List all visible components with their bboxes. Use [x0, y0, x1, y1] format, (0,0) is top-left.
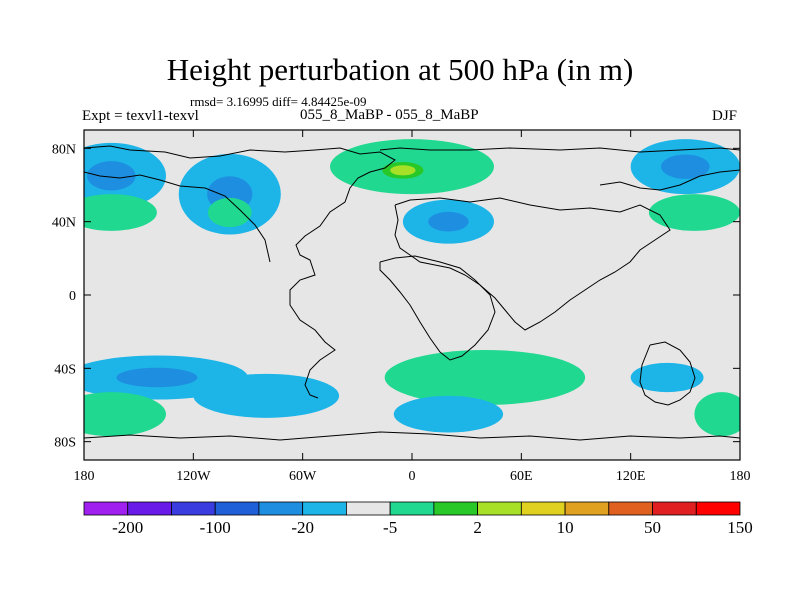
x-tick-label-4: 60E	[510, 469, 533, 484]
contour-field	[84, 139, 740, 437]
colorbar-box-9	[477, 501, 522, 516]
chart-title: Height perturbation at 500 hPa (in m)	[166, 52, 634, 87]
anomaly-contour-9-3	[116, 367, 198, 388]
case-label: 055_8_MaBP - 055_8_MaBP	[300, 107, 479, 123]
anomaly-contour-12-2	[423, 360, 547, 395]
colorbar-label-3: -5	[383, 518, 397, 537]
colorbar-box-12	[608, 501, 653, 516]
colorbar-box-5	[302, 501, 347, 516]
x-tick-label-1: 120W	[176, 469, 211, 484]
anomaly-contour-11-2	[221, 382, 312, 410]
anomaly-contour-6-3	[428, 211, 469, 232]
colorbar-box-3	[214, 501, 260, 516]
x-tick-label-3: 0	[409, 469, 416, 484]
colorbar-box-13	[652, 501, 697, 516]
anomaly-contour-14-2	[644, 368, 690, 387]
colorbar-box-11	[564, 501, 610, 516]
x-tick-label-6: 180	[730, 469, 751, 484]
coastlines	[84, 145, 740, 441]
season-label: DJF	[712, 108, 738, 124]
y-tick-label-3: 40S	[54, 362, 76, 377]
colorbar-label-5: 10	[557, 518, 574, 537]
colorbar-box-8	[433, 501, 479, 516]
anomaly-contour-0-3	[87, 161, 136, 191]
colorbar-label-2: -20	[291, 518, 314, 537]
colorbar-label-6: 50	[644, 518, 661, 537]
colorbar-box-10	[520, 501, 566, 516]
colorbar-box-1	[127, 501, 172, 516]
colorbar-box-0	[83, 501, 129, 516]
colorbar-box-6	[345, 501, 391, 516]
y-tick-label-4: 80S	[54, 436, 76, 451]
stats-label: rmsd= 3.16995 diff= 4.84425e-09	[190, 94, 367, 109]
y-axis-ticks: 80N 40N 0 40S 80S	[52, 142, 740, 451]
x-axis-ticks: 180 120W 60W 0 60E 120E 180	[74, 130, 751, 484]
colorbar-label-1: -100	[200, 518, 231, 537]
colorbar-box-14	[695, 501, 741, 516]
experiment-label: Expt = texvl1-texvl	[82, 108, 199, 124]
anomaly-contour-7-3	[661, 154, 710, 179]
anomaly-contour-5-4	[390, 165, 416, 176]
colorbar-box-4	[258, 501, 304, 516]
colorbar-box-7	[389, 501, 435, 516]
anomaly-contour-13-2	[414, 402, 483, 426]
colorbar: -200 -100 -20 -5 2 10 50 150	[83, 501, 753, 537]
y-tick-label-1: 40N	[52, 216, 76, 231]
colorbar-box-2	[171, 501, 216, 516]
anomaly-contour-8-2	[666, 201, 723, 224]
x-tick-label-0: 180	[74, 469, 95, 484]
x-tick-label-2: 60W	[289, 469, 317, 484]
y-tick-label-0: 80N	[52, 142, 76, 157]
anomaly-contour-3-2	[216, 203, 244, 222]
x-tick-label-5: 120E	[616, 469, 646, 484]
anomaly-contour-1-2	[84, 201, 140, 224]
colorbar-label-7: 150	[727, 518, 753, 537]
colorbar-label-0: -200	[112, 518, 143, 537]
anomaly-contour-15-2	[704, 400, 739, 428]
y-tick-label-2: 0	[69, 289, 76, 304]
colorbar-label-4: 2	[473, 518, 482, 537]
anomaly-contour-10-2	[84, 400, 145, 428]
